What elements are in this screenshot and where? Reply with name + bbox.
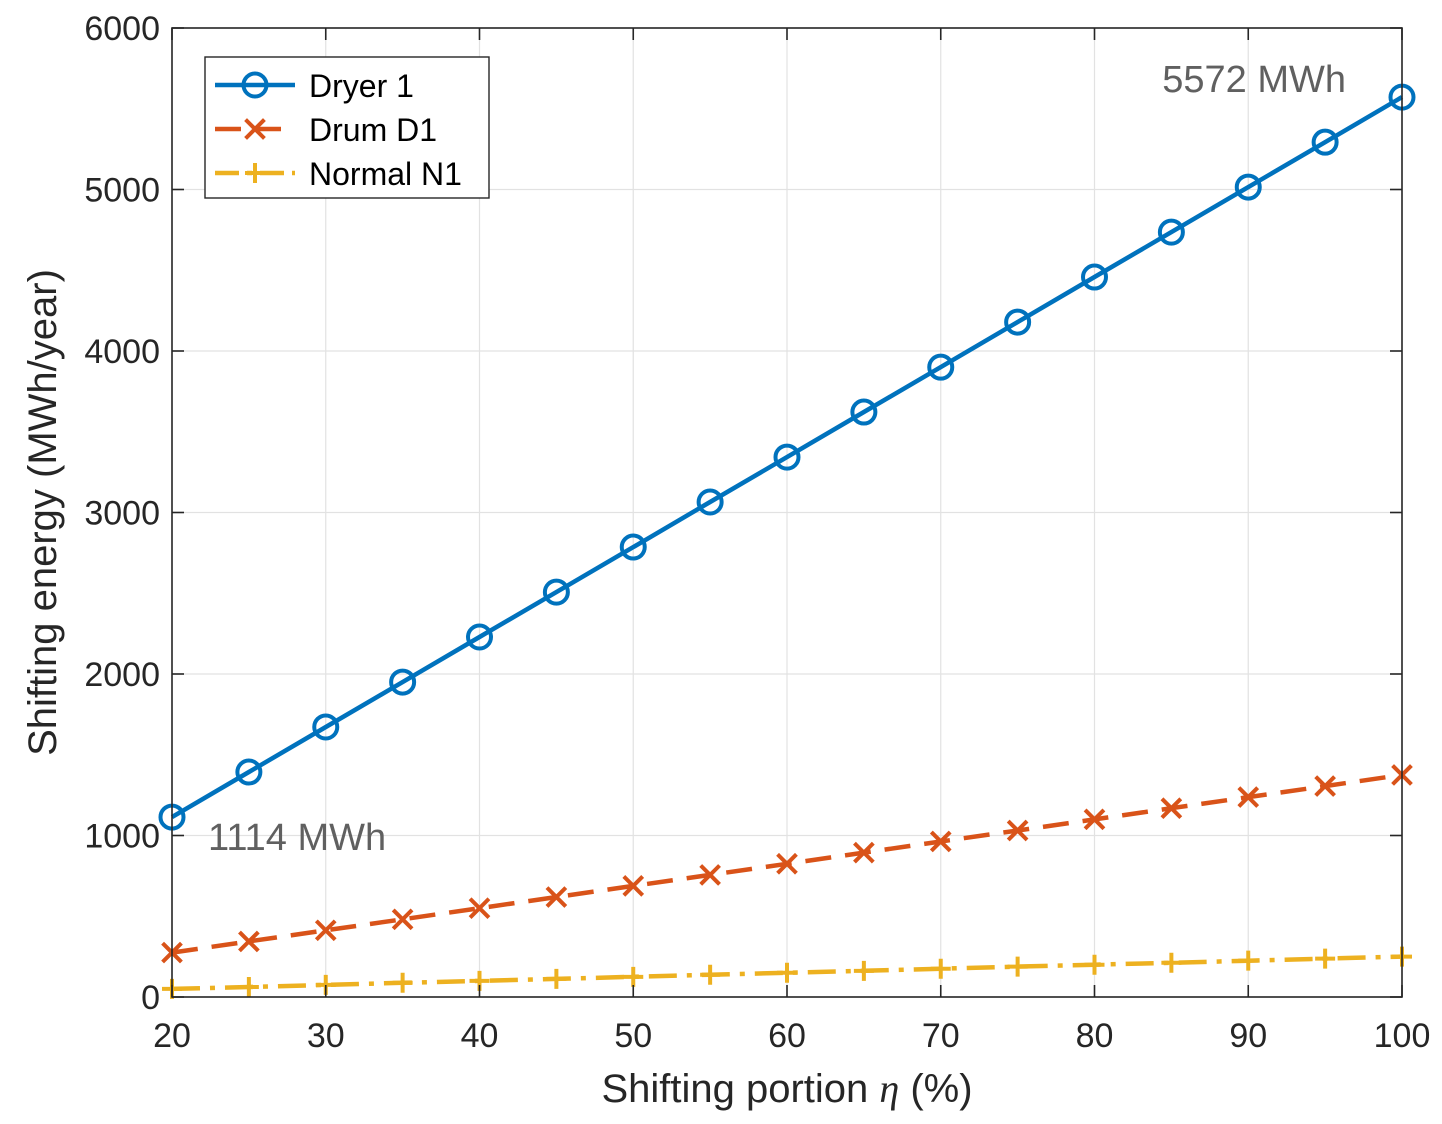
axis-ticks: 20 30 40 50 60 70 80 90 100010002000300040005000… bbox=[84, 10, 1430, 1055]
series-dryer-1 bbox=[158, 83, 1416, 831]
data-point bbox=[930, 958, 951, 979]
data-point bbox=[1315, 948, 1336, 969]
data-point bbox=[850, 398, 878, 426]
y-tick-label: 3000 bbox=[84, 495, 160, 533]
data-point bbox=[699, 864, 721, 886]
legend-marker bbox=[245, 163, 265, 183]
data-point bbox=[700, 964, 721, 985]
data-point bbox=[1084, 954, 1105, 975]
legend-item: Drum D1 bbox=[215, 112, 437, 148]
data-point bbox=[546, 968, 567, 989]
x-axis-title: Shifting portion η (%) bbox=[601, 1066, 972, 1111]
x-tick-label: 80 bbox=[1076, 1017, 1114, 1055]
y-tick-label: 5000 bbox=[84, 172, 160, 210]
data-point bbox=[389, 668, 417, 696]
data-point bbox=[1004, 308, 1032, 336]
data-point bbox=[927, 353, 955, 381]
data-point bbox=[238, 976, 259, 997]
data-point bbox=[1237, 786, 1260, 808]
y-tick-label: 1000 bbox=[84, 818, 160, 856]
data-point bbox=[929, 830, 952, 853]
data-point bbox=[777, 962, 797, 983]
data-point bbox=[542, 578, 570, 606]
data-point bbox=[545, 886, 568, 908]
y-tick-label: 2000 bbox=[84, 656, 160, 694]
legend-label: Drum D1 bbox=[309, 112, 437, 148]
data-point bbox=[776, 852, 798, 875]
x-tick-label: 100 bbox=[1374, 1017, 1431, 1055]
legend-label: Dryer 1 bbox=[309, 68, 414, 104]
data-point bbox=[1006, 819, 1029, 842]
x-tick-label: 20 bbox=[153, 1017, 191, 1055]
x-tick-label: 90 bbox=[1229, 1017, 1267, 1055]
data-point bbox=[1234, 173, 1262, 201]
data-point bbox=[622, 875, 645, 897]
annotation-min-value: 1114 MWh bbox=[208, 817, 386, 859]
x-tick-label: 70 bbox=[922, 1017, 960, 1055]
data-point bbox=[238, 930, 260, 953]
data-point bbox=[1007, 956, 1028, 977]
legend-marker bbox=[244, 118, 266, 140]
series-line bbox=[170, 95, 1404, 820]
grid-lines bbox=[171, 27, 1403, 998]
data-point bbox=[468, 897, 491, 920]
y-tick-label: 6000 bbox=[84, 10, 160, 48]
data-point bbox=[466, 623, 493, 651]
legend-item: Dryer 1 bbox=[215, 68, 414, 104]
y-axis-title: Shifting energy (MWh/year) bbox=[21, 269, 65, 756]
x-tick-label: 60 bbox=[768, 1017, 806, 1055]
data-point bbox=[312, 713, 340, 741]
legend-label: Normal N1 bbox=[309, 156, 462, 192]
data-point bbox=[235, 758, 263, 786]
y-tick-label: 0 bbox=[141, 979, 160, 1017]
annotation-max-value: 5572 MWh bbox=[1162, 59, 1346, 101]
series-line bbox=[171, 954, 1403, 992]
data-point bbox=[619, 533, 647, 561]
series-layer bbox=[158, 83, 1416, 999]
legend-marker bbox=[241, 71, 269, 99]
data-point bbox=[1311, 128, 1339, 156]
data-point bbox=[623, 966, 644, 987]
legend: Dryer 1 Drum D1 Normal N1 bbox=[204, 56, 490, 199]
data-point bbox=[696, 488, 724, 516]
y-tick-label: 4000 bbox=[84, 333, 160, 371]
data-point bbox=[1160, 797, 1183, 820]
data-point bbox=[1314, 775, 1336, 797]
data-point bbox=[1238, 950, 1259, 971]
series-normal-n1 bbox=[162, 946, 1412, 999]
data-point bbox=[392, 972, 413, 993]
x-tick-label: 40 bbox=[461, 1017, 499, 1055]
data-point bbox=[314, 919, 337, 942]
data-point bbox=[1157, 218, 1185, 246]
x-tick-label: 50 bbox=[614, 1017, 652, 1055]
data-point bbox=[391, 908, 414, 931]
data-point bbox=[853, 960, 874, 981]
data-point bbox=[1081, 263, 1108, 291]
data-point bbox=[1083, 808, 1106, 831]
data-point bbox=[1161, 952, 1182, 973]
data-point bbox=[853, 841, 875, 864]
legend-item: Normal N1 bbox=[215, 156, 462, 192]
x-tick-label: 30 bbox=[307, 1017, 345, 1055]
data-point bbox=[773, 443, 801, 471]
